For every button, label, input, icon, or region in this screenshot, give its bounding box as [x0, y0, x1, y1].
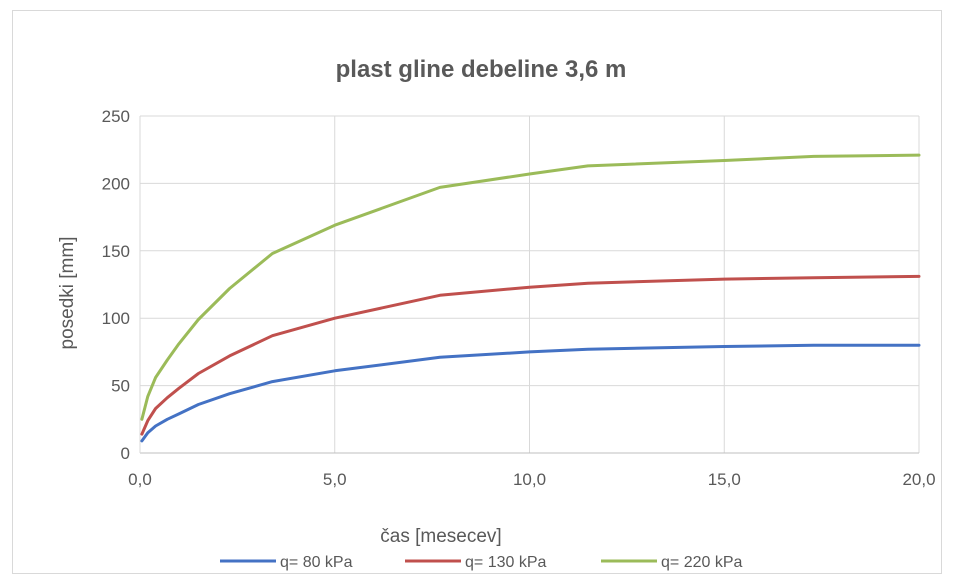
legend: q= 80 kPa q= 130 kPa q= 220 kPa [220, 554, 743, 571]
legend-label-2: q= 130 kPa [465, 554, 547, 571]
x-axis-title: čas [mesecev] [380, 526, 501, 547]
y-tick-label: 200 [102, 174, 130, 193]
legend-label-3: q= 220 kPa [661, 554, 743, 571]
axes [139, 116, 919, 454]
legend-label-1: q= 80 kPa [280, 554, 353, 571]
x-tick-label: 20,0 [902, 470, 935, 489]
x-tick-label: 0,0 [128, 470, 152, 489]
gridlines [140, 115, 920, 453]
tick-labels: 0 50 100 150 200 250 0,0 5,0 10,0 15,0 20,0 [102, 107, 936, 489]
chart-title: plast gline debeline 3,6 m [336, 56, 627, 83]
x-tick-label: 5,0 [323, 470, 347, 489]
series-line-2 [140, 274, 921, 436]
y-tick-label: 250 [102, 107, 130, 126]
x-tick-label: 10,0 [513, 470, 546, 489]
chart-container: plast gline debeline 3,6 m 0 50 100 150 200 2… [12, 10, 942, 574]
series-lines [140, 153, 921, 443]
y-axis-title: posedki [mm] [57, 237, 78, 350]
y-tick-label: 100 [102, 309, 130, 328]
chart-svg: plast gline debeline 3,6 m 0 50 100 150 200 2… [57, 56, 936, 571]
y-tick-label: 50 [111, 377, 130, 396]
x-tick-label: 15,0 [708, 470, 741, 489]
series-line-3 [140, 153, 921, 421]
y-tick-label: 150 [102, 242, 130, 261]
y-tick-label: 0 [121, 444, 130, 463]
series-line-1 [140, 343, 921, 443]
